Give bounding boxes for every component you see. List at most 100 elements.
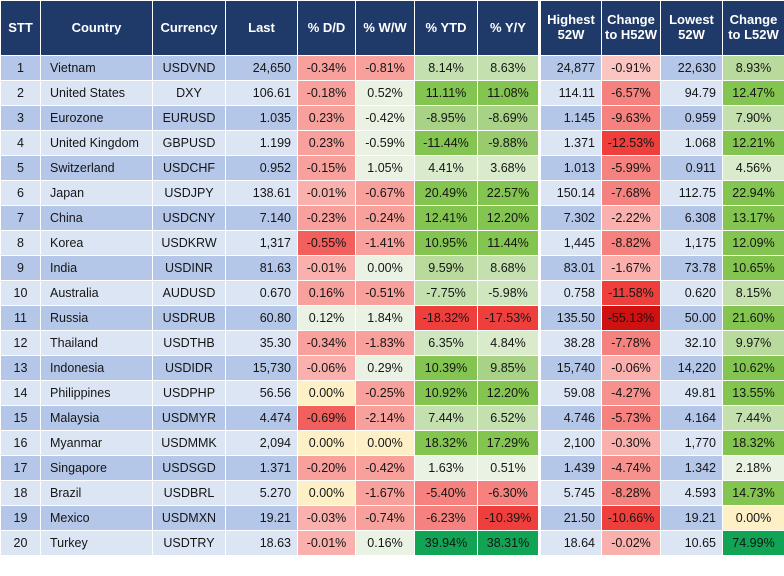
cell-country[interactable]: Australia [40, 280, 153, 306]
cell-currency[interactable]: USDTRY [152, 530, 226, 556]
cell-currency[interactable]: USDKRW [152, 230, 226, 256]
cell-chg_h52[interactable]: -9.63% [601, 105, 661, 131]
cell-ww[interactable]: -0.81% [355, 55, 415, 81]
cell-last[interactable]: 18.63 [225, 530, 298, 556]
cell-chg_h52[interactable]: -1.67% [601, 255, 661, 281]
cell-ww[interactable]: -0.24% [355, 205, 415, 231]
cell-chg_l52[interactable]: 2.18% [722, 455, 784, 481]
cell-yy[interactable]: 11.08% [477, 80, 540, 106]
cell-ytd[interactable]: -11.44% [414, 130, 478, 156]
cell-stt[interactable]: 5 [0, 155, 41, 181]
cell-ww[interactable]: 1.84% [355, 305, 415, 331]
cell-dd[interactable]: 0.00% [297, 430, 356, 456]
cell-low52[interactable]: 0.620 [660, 280, 723, 306]
cell-dd[interactable]: -0.01% [297, 180, 356, 206]
cell-chg_h52[interactable]: -4.27% [601, 380, 661, 406]
cell-dd[interactable]: -0.23% [297, 205, 356, 231]
cell-country[interactable]: Korea [40, 230, 153, 256]
col-header-high52[interactable]: Highest 52W [538, 0, 602, 56]
cell-stt[interactable]: 4 [0, 130, 41, 156]
cell-ww[interactable]: -0.67% [355, 180, 415, 206]
cell-yy[interactable]: -6.30% [477, 480, 540, 506]
cell-high52[interactable]: 135.50 [538, 305, 602, 331]
cell-stt[interactable]: 9 [0, 255, 41, 281]
cell-ytd[interactable]: -5.40% [414, 480, 478, 506]
cell-dd[interactable]: -0.01% [297, 530, 356, 556]
cell-country[interactable]: Malaysia [40, 405, 153, 431]
cell-ww[interactable]: 0.00% [355, 255, 415, 281]
col-header-chg_l52[interactable]: Change to L52W [722, 0, 784, 56]
cell-low52[interactable]: 0.911 [660, 155, 723, 181]
cell-chg_l52[interactable]: 0.00% [722, 505, 784, 531]
cell-chg_h52[interactable]: -55.13% [601, 305, 661, 331]
cell-chg_h52[interactable]: -5.99% [601, 155, 661, 181]
cell-stt[interactable]: 7 [0, 205, 41, 231]
cell-low52[interactable]: 0.959 [660, 105, 723, 131]
cell-ytd[interactable]: 11.11% [414, 80, 478, 106]
cell-chg_h52[interactable]: -8.28% [601, 480, 661, 506]
cell-ytd[interactable]: 7.44% [414, 405, 478, 431]
cell-ytd[interactable]: -6.23% [414, 505, 478, 531]
cell-stt[interactable]: 16 [0, 430, 41, 456]
cell-low52[interactable]: 6.308 [660, 205, 723, 231]
cell-dd[interactable]: 0.12% [297, 305, 356, 331]
cell-ww[interactable]: -0.42% [355, 105, 415, 131]
cell-currency[interactable]: USDJPY [152, 180, 226, 206]
cell-yy[interactable]: 6.52% [477, 405, 540, 431]
cell-high52[interactable]: 1.439 [538, 455, 602, 481]
cell-dd[interactable]: 0.00% [297, 480, 356, 506]
cell-last[interactable]: 0.670 [225, 280, 298, 306]
cell-currency[interactable]: GBPUSD [152, 130, 226, 156]
cell-chg_h52[interactable]: -10.66% [601, 505, 661, 531]
cell-low52[interactable]: 1,175 [660, 230, 723, 256]
cell-yy[interactable]: 38.31% [477, 530, 540, 556]
col-header-country[interactable]: Country [40, 0, 153, 56]
cell-country[interactable]: United States [40, 80, 153, 106]
cell-currency[interactable]: USDINR [152, 255, 226, 281]
cell-yy[interactable]: 3.68% [477, 155, 540, 181]
cell-country[interactable]: United Kingdom [40, 130, 153, 156]
cell-last[interactable]: 1.199 [225, 130, 298, 156]
cell-country[interactable]: Russia [40, 305, 153, 331]
cell-yy[interactable]: -8.69% [477, 105, 540, 131]
cell-stt[interactable]: 1 [0, 55, 41, 81]
cell-high52[interactable]: 114.11 [538, 80, 602, 106]
cell-dd[interactable]: -0.20% [297, 455, 356, 481]
cell-stt[interactable]: 17 [0, 455, 41, 481]
cell-stt[interactable]: 10 [0, 280, 41, 306]
cell-low52[interactable]: 4.593 [660, 480, 723, 506]
cell-country[interactable]: Singapore [40, 455, 153, 481]
cell-country[interactable]: Vietnam [40, 55, 153, 81]
cell-chg_l52[interactable]: 12.09% [722, 230, 784, 256]
cell-chg_h52[interactable]: -4.74% [601, 455, 661, 481]
cell-ww[interactable]: 0.16% [355, 530, 415, 556]
cell-ww[interactable]: -1.41% [355, 230, 415, 256]
cell-yy[interactable]: 9.85% [477, 355, 540, 381]
cell-chg_l52[interactable]: 18.32% [722, 430, 784, 456]
cell-ww[interactable]: -0.25% [355, 380, 415, 406]
cell-ytd[interactable]: 12.41% [414, 205, 478, 231]
cell-yy[interactable]: 22.57% [477, 180, 540, 206]
cell-low52[interactable]: 4.164 [660, 405, 723, 431]
cell-high52[interactable]: 59.08 [538, 380, 602, 406]
cell-high52[interactable]: 24,877 [538, 55, 602, 81]
cell-yy[interactable]: 12.20% [477, 380, 540, 406]
cell-stt[interactable]: 13 [0, 355, 41, 381]
cell-ytd[interactable]: 4.41% [414, 155, 478, 181]
cell-last[interactable]: 24,650 [225, 55, 298, 81]
cell-high52[interactable]: 83.01 [538, 255, 602, 281]
cell-currency[interactable]: USDMYR [152, 405, 226, 431]
cell-yy[interactable]: 11.44% [477, 230, 540, 256]
cell-ytd[interactable]: 39.94% [414, 530, 478, 556]
cell-ytd[interactable]: 8.14% [414, 55, 478, 81]
cell-dd[interactable]: -0.01% [297, 255, 356, 281]
cell-chg_h52[interactable]: -11.58% [601, 280, 661, 306]
cell-chg_l52[interactable]: 4.56% [722, 155, 784, 181]
cell-chg_h52[interactable]: -8.82% [601, 230, 661, 256]
cell-ytd[interactable]: 10.39% [414, 355, 478, 381]
cell-ww[interactable]: -0.74% [355, 505, 415, 531]
cell-low52[interactable]: 19.21 [660, 505, 723, 531]
cell-ytd[interactable]: 10.92% [414, 380, 478, 406]
cell-currency[interactable]: AUDUSD [152, 280, 226, 306]
cell-chg_l52[interactable]: 14.73% [722, 480, 784, 506]
